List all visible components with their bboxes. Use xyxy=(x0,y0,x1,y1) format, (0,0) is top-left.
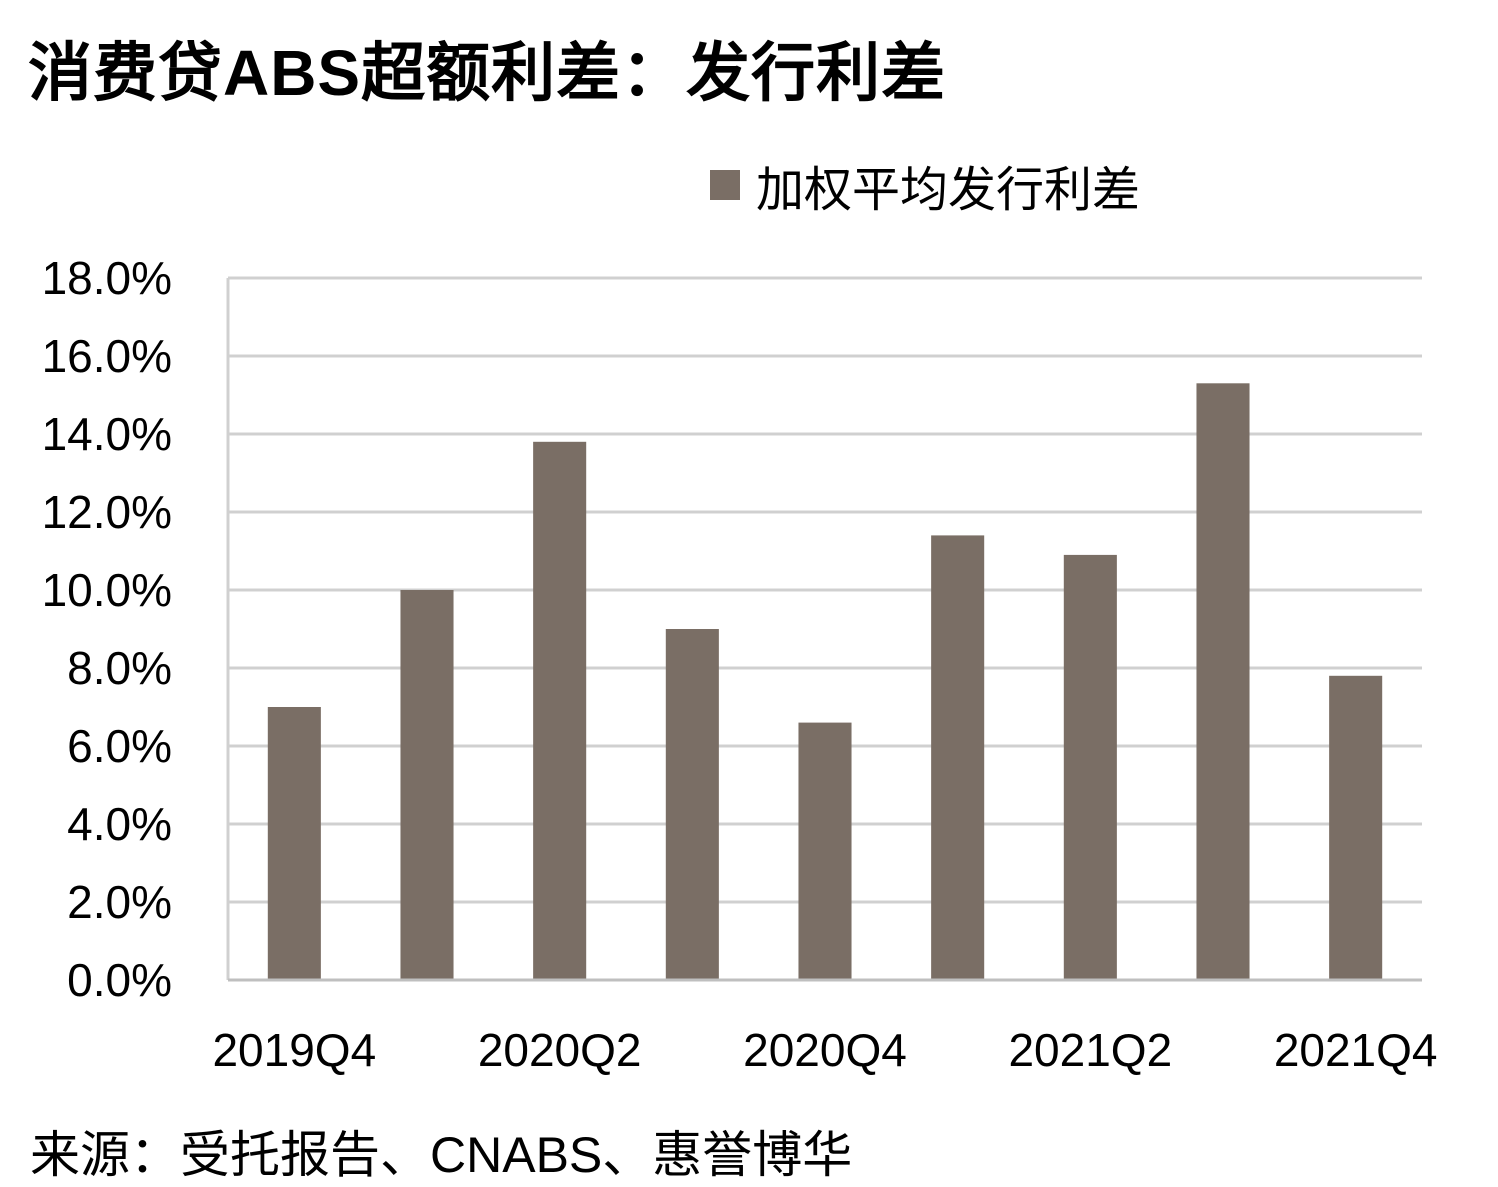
bar-2021Q2 xyxy=(1063,554,1117,980)
bar-2021Q4 xyxy=(1329,675,1383,980)
bar-2020Q2 xyxy=(533,441,587,980)
y-tick-label: 0.0% xyxy=(67,954,172,1006)
y-tick-label: 12.0% xyxy=(42,486,172,538)
bar-2021Q1 xyxy=(931,535,985,980)
y-tick-label: 8.0% xyxy=(67,642,172,694)
x-tick-label: 2021Q2 xyxy=(1008,1024,1172,1076)
bar-2019Q4 xyxy=(267,707,321,980)
x-tick-label: 2019Q4 xyxy=(212,1024,376,1076)
x-tick-label: 2020Q4 xyxy=(743,1024,907,1076)
legend-label: 加权平均发行利差 xyxy=(756,164,1141,217)
y-tick-label: 2.0% xyxy=(67,876,172,928)
x-axis-ticks: 2019Q4 2020Q2 2020Q4 2021Q2 2021Q4 xyxy=(212,1024,1437,1076)
y-tick-label: 4.0% xyxy=(67,798,172,850)
x-tick-label: 2021Q4 xyxy=(1274,1024,1438,1076)
bar-2020Q1 xyxy=(400,590,454,980)
y-axis-ticks: 0.0% 2.0% 4.0% 6.0% 8.0% 10.0% 12.0% 14.0% 16.0%… xyxy=(42,252,172,1006)
bar-2021Q3 xyxy=(1196,383,1250,980)
bar-2020Q4 xyxy=(798,722,852,980)
y-tick-label: 18.0% xyxy=(42,252,172,304)
bar-2020Q3 xyxy=(665,629,719,980)
y-tick-label: 6.0% xyxy=(67,720,172,772)
y-tick-label: 16.0% xyxy=(42,330,172,382)
legend-swatch xyxy=(710,170,740,200)
chart-title: 消费贷ABS超额利差：发行利差 xyxy=(28,37,947,109)
legend: 加权平均发行利差 xyxy=(710,150,1140,220)
bars xyxy=(267,383,1383,980)
source-note: 来源：受托报告、CNABS、惠誉博华 xyxy=(30,1127,853,1183)
y-tick-label: 10.0% xyxy=(42,564,172,616)
x-tick-label: 2020Q2 xyxy=(478,1024,642,1076)
y-tick-label: 14.0% xyxy=(42,408,172,460)
